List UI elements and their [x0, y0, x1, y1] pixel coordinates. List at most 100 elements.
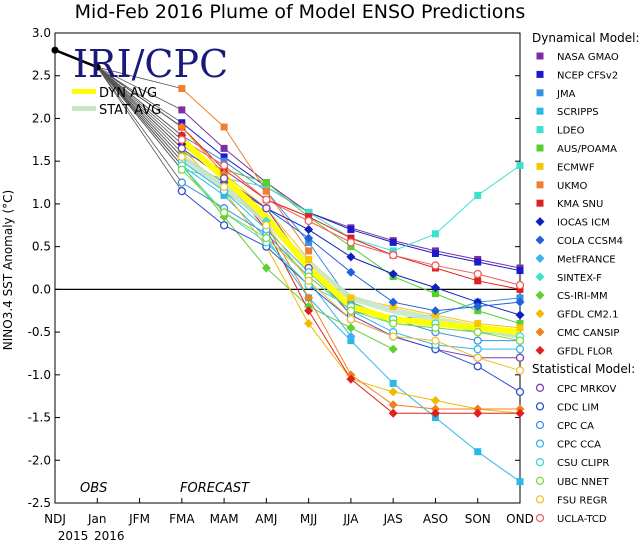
data-point — [474, 448, 482, 456]
y-tick-label: -1.0 — [28, 368, 51, 382]
connector-line — [96, 66, 183, 149]
legend-marker — [536, 70, 544, 78]
legend-dynamical-heading: Dynamical Model: — [532, 31, 640, 45]
chart-title: Mid-Feb 2016 Plume of Model ENSO Predict… — [75, 1, 526, 23]
data-point — [515, 408, 525, 418]
connector-line — [97, 66, 183, 136]
data-point — [388, 344, 398, 354]
legend-marker — [535, 253, 545, 263]
y-tick-label: 2.0 — [32, 111, 51, 125]
legend-item-label: CMC CANSIP — [557, 328, 619, 339]
legend-statistical-heading: Statistical Model: — [532, 362, 635, 376]
legend-item-label: CPC MRKOV — [557, 384, 616, 395]
legend-marker — [536, 181, 544, 189]
obs-annotation: OBS — [80, 481, 107, 496]
legend-marker — [535, 513, 545, 523]
data-point — [474, 277, 482, 285]
series-line — [181, 165, 394, 350]
data-point — [220, 157, 228, 165]
series-line — [181, 126, 521, 290]
data-point — [389, 319, 398, 328]
legend-item-label: CPC CA — [557, 421, 594, 432]
x-tick-label: SON — [465, 512, 491, 526]
data-point — [177, 152, 186, 162]
legend-marker — [535, 327, 545, 337]
y-tick-label: -1.5 — [28, 411, 51, 425]
data-point — [430, 283, 440, 293]
data-point — [219, 208, 229, 217]
legend-item-label: CSU CLIPR — [557, 458, 609, 469]
connector-line — [96, 66, 183, 153]
x-tick-label: ASO — [423, 512, 448, 526]
data-point — [516, 324, 524, 332]
data-point — [474, 191, 482, 199]
data-point — [388, 408, 398, 418]
data-point — [220, 144, 228, 152]
legend-marker — [535, 495, 545, 504]
connector-line — [96, 66, 183, 166]
legend-item-label: ECMWF — [557, 162, 595, 173]
data-point — [262, 187, 270, 195]
connector-line — [96, 66, 183, 158]
data-point — [219, 221, 229, 230]
data-point — [473, 408, 483, 418]
legend-item-label: CS-IRI-MM — [557, 291, 608, 302]
data-point — [304, 225, 314, 235]
data-point — [305, 213, 313, 221]
y-tick-label: -2.0 — [28, 453, 51, 467]
legend-marker — [536, 162, 544, 170]
data-point — [388, 269, 398, 279]
data-point — [177, 135, 186, 144]
data-point — [431, 230, 439, 238]
forecast-annotation: FORECAST — [180, 481, 250, 496]
data-point — [515, 310, 525, 320]
data-point — [346, 238, 356, 247]
data-point — [474, 320, 482, 328]
data-point — [304, 233, 314, 243]
data-point — [389, 251, 398, 260]
data-point — [430, 306, 440, 316]
data-point — [347, 234, 355, 242]
data-point — [305, 247, 313, 255]
data-point — [261, 263, 271, 273]
legend-marker — [536, 126, 544, 134]
x-tick-label: OND — [506, 512, 534, 526]
legend-item-label: COLA CCSM4 — [557, 236, 623, 247]
legend-marker — [535, 402, 545, 411]
legend-marker — [535, 420, 545, 430]
legend-marker — [536, 144, 544, 152]
average-legend: DYN AVG STAT AVG — [72, 86, 161, 118]
x-tick-label: NDJ — [44, 512, 66, 526]
data-point — [388, 400, 398, 410]
dyn-avg-label: DYN AVG — [99, 86, 157, 101]
data-point — [346, 323, 356, 333]
y-axis-label: NINO3.4 SST Anomaly (°C) — [1, 190, 15, 350]
legend-marker — [535, 272, 545, 282]
y-tick-label: 1.0 — [32, 197, 51, 211]
connector-line — [97, 66, 183, 128]
data-point — [346, 331, 356, 341]
data-point — [177, 178, 186, 187]
x-tick-label: FMA — [169, 512, 195, 526]
data-point — [177, 165, 186, 174]
stat-avg-swatch — [72, 106, 96, 111]
data-point — [262, 233, 271, 243]
legend-item-label: CPC CCA — [557, 440, 601, 451]
data-point — [474, 258, 482, 266]
data-point — [515, 345, 525, 354]
data-point — [431, 249, 439, 257]
x-tick-label: JAS — [383, 512, 403, 526]
data-point — [305, 255, 313, 263]
data-point — [219, 161, 229, 170]
connector-line — [96, 66, 183, 183]
data-point — [473, 362, 482, 371]
data-point — [516, 320, 524, 328]
x-tick-label: JFM — [128, 512, 150, 526]
x-tick-label: Jan — [87, 512, 107, 526]
data-point — [304, 319, 314, 329]
y-tick-label: -2.5 — [28, 496, 51, 510]
legend-marker — [536, 52, 544, 60]
data-point — [220, 123, 228, 131]
data-point — [431, 261, 440, 270]
data-point — [431, 290, 439, 298]
